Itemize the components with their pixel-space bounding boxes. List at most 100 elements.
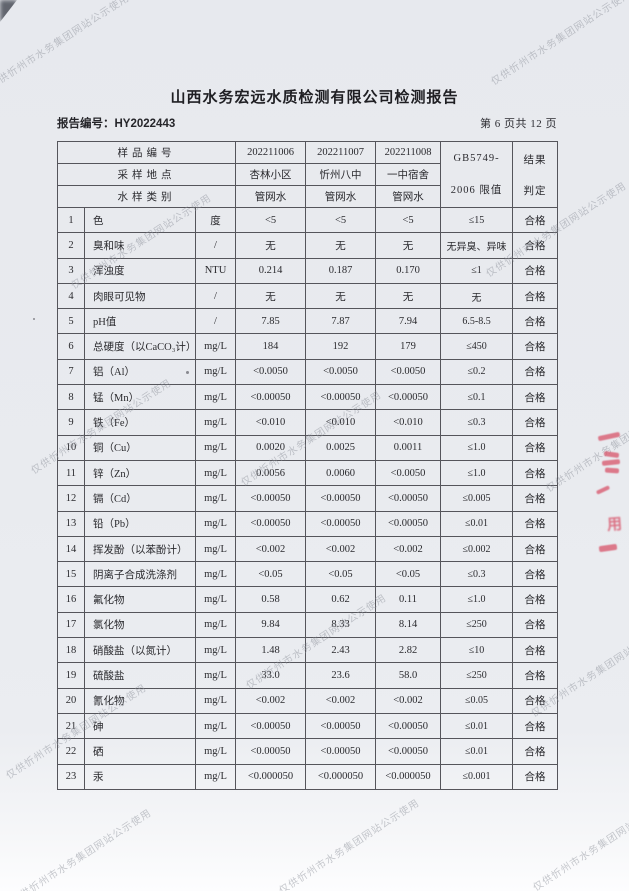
- row-index: 5: [57, 308, 85, 335]
- sample2-value: <0.05: [305, 561, 377, 588]
- result-judgment: 合格: [512, 434, 559, 461]
- report-number-label: 报告编号：: [57, 118, 115, 130]
- sample2-value: <0.000050: [305, 763, 377, 790]
- sample2-value: 无: [305, 282, 377, 310]
- sample1-value: 0.58: [235, 586, 307, 613]
- sample2-value: 0.62: [305, 586, 377, 613]
- sample3-value: 无: [375, 232, 442, 259]
- sample1-value: 0.214: [235, 257, 307, 284]
- sample3-value: 无: [375, 282, 442, 310]
- row-index: 1: [57, 206, 85, 234]
- parameter-name: 锰（Mn）: [84, 384, 196, 411]
- sample2-value: <0.00050: [305, 485, 377, 512]
- table-header: 样品编号 202211006 202211007 202211008 GB574…: [56, 141, 559, 208]
- parameter-name: 锌（Zn）: [84, 459, 196, 487]
- unit-value: mg/L: [194, 409, 237, 436]
- unit-value: mg/L: [194, 586, 237, 613]
- sample2-value: <0.0050: [305, 358, 377, 386]
- unit-value: /: [194, 232, 237, 259]
- unit-value: /: [194, 308, 237, 335]
- table-row: 10 铜（Cu） mg/L 0.0020 0.0025 0.0011 ≤1.0 合格: [57, 434, 559, 461]
- sample3-value: 0.170: [375, 257, 442, 284]
- result-judgment: 合格: [512, 232, 559, 259]
- table-row: 5 pH值/7.85 7.87 7.94 6.5-8.5 合格: [57, 308, 559, 335]
- sample1-value: <0.000050: [235, 763, 307, 790]
- sample3-value: 179: [375, 333, 442, 360]
- sample1-value: 7.85: [235, 308, 307, 335]
- result-judgment: 合格: [512, 611, 559, 639]
- result-judgment: 合格: [512, 206, 559, 234]
- unit-value: mg/L: [194, 611, 237, 639]
- limit-value: ≤15: [440, 206, 514, 234]
- parameter-name: 铝（Al）: [84, 358, 196, 386]
- type-label: 水样类别: [56, 185, 237, 208]
- sample1-value: <0.05: [235, 561, 307, 588]
- table-row: 17 氯化物 mg/L 9.84 8.33 8.14 ≤250 合格: [57, 611, 559, 639]
- row-index: 21: [57, 712, 85, 740]
- sample1-value: 184: [235, 333, 307, 360]
- parameter-name: 硫酸盐: [84, 662, 196, 689]
- sample3-value: <0.002: [375, 535, 442, 563]
- table-row: 9 铁（Fe） mg/L <0.010 <0.010 <0.010 ≤0.3 合格: [57, 409, 559, 436]
- sample3-value: <0.000050: [375, 763, 442, 790]
- unit-value: mg/L: [194, 510, 237, 537]
- sample2-value: 0.187: [305, 257, 377, 284]
- limit-header: GB5749- 2006 限值: [440, 141, 514, 208]
- sample3-value: <0.00050: [375, 510, 442, 537]
- row-index: 4: [57, 282, 85, 310]
- table-row: 16 氟化物 mg/L 0.58 0.62 0.11 ≤1.0 合格: [57, 586, 559, 613]
- sample-no-1: 202211006: [235, 141, 307, 164]
- unit-value: mg/L: [194, 637, 237, 664]
- sample3-value: <0.00050: [375, 384, 442, 411]
- row-index: 12: [57, 485, 85, 512]
- sample1-value: <0.0050: [235, 358, 307, 386]
- scan-corner-artifact: [0, 0, 17, 22]
- type-2: 管网水: [305, 185, 377, 208]
- result-judgment: 合格: [512, 333, 559, 360]
- sample1-value: 无: [235, 232, 307, 259]
- row-index: 14: [57, 535, 85, 563]
- limit-value: 无: [440, 282, 514, 310]
- stamp-mark: [601, 459, 621, 466]
- red-stamp-fragment: 用: [590, 425, 629, 565]
- sample1-value: <5: [235, 206, 307, 234]
- unit-value: mg/L: [194, 712, 237, 740]
- limit-value: ≤0.002: [440, 535, 514, 563]
- row-index: 13: [57, 510, 85, 537]
- limit-header-line1: GB5749-: [453, 152, 500, 164]
- parameter-name: 硒: [84, 738, 196, 765]
- parameter-name: 铅（Pb）: [84, 510, 196, 537]
- result-judgment: 合格: [512, 662, 559, 689]
- sample2-value: <0.00050: [305, 738, 377, 765]
- parameter-name: 臭和味: [84, 232, 196, 259]
- sample2-value: 7.87: [305, 308, 377, 335]
- sample1-value: 1.48: [235, 637, 307, 664]
- stamp-mark: [598, 543, 618, 553]
- unit-value: mg/L: [194, 763, 237, 790]
- parameter-name: 汞: [84, 763, 196, 790]
- limit-value: ≤0.3: [440, 561, 514, 588]
- row-index: 22: [57, 738, 85, 765]
- result-judgment: 合格: [512, 358, 559, 386]
- page-indicator: 第 6 页共 12 页: [480, 118, 557, 130]
- result-header-line2: 判定: [523, 185, 547, 197]
- parameter-name: 镉（Cd）: [84, 485, 196, 512]
- sample-no-2: 202211007: [305, 141, 377, 164]
- table-row: 20 氰化物 mg/L <0.002 <0.002 <0.002 ≤0.05 合格: [57, 687, 559, 714]
- sample3-value: <0.002: [375, 687, 442, 714]
- unit-value: 度: [194, 206, 237, 234]
- sample2-value: <0.00050: [305, 712, 377, 740]
- table-row: 19 硫酸盐 mg/L 33.0 23.6 58.0 ≤250 合格: [57, 662, 559, 689]
- result-judgment: 合格: [512, 384, 559, 411]
- sample3-value: <0.0050: [375, 358, 442, 386]
- sample-no-label: 样品编号: [56, 141, 237, 164]
- sample3-value: 0.0011: [375, 434, 442, 461]
- limit-value: ≤1.0: [440, 586, 514, 613]
- limit-value: ≤10: [440, 637, 514, 664]
- stamp-mark: [595, 485, 611, 495]
- sample1-value: <0.00050: [235, 712, 307, 740]
- table-row: 18 硝酸盐（以氮计） mg/L 1.48 2.43 2.82 ≤10 合格: [57, 637, 559, 664]
- sample2-value: <0.00050: [305, 384, 377, 411]
- row-index: 9: [57, 409, 85, 436]
- sample1-value: <0.00050: [235, 485, 307, 512]
